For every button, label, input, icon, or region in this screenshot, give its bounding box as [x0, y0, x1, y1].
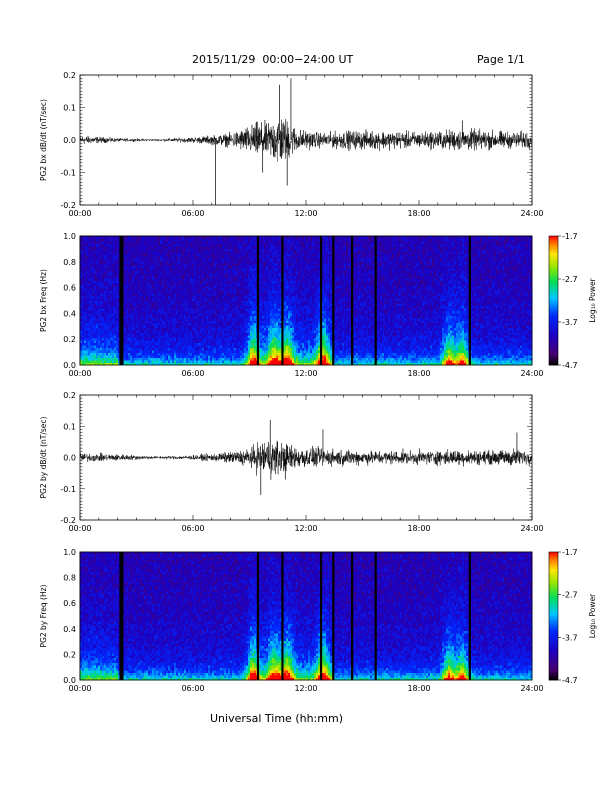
x-tick-label: 24:00 — [520, 209, 543, 218]
panel-2: 00:00 06:00 12:00 18:00 24:00 1.0 0.8 0.6 0.4 0.2… — [39, 232, 597, 378]
y-axis-title: PG2 bx dB/dt (nT/sec) — [39, 99, 48, 181]
x-tick-label: 18:00 — [407, 209, 430, 218]
y-axis-title: PG2 bx Freq (Hz) — [39, 269, 48, 332]
y-tick-label: 0.0 — [63, 136, 76, 145]
y-tick-label: 0.1 — [63, 104, 76, 113]
x-tick-label: 06:00 — [181, 369, 204, 378]
panel-1: 00:00 06:00 12:00 18:00 24:00 0.2 0.1 0.0 -0.1 -0… — [39, 71, 544, 218]
x-tick-label: 12:00 — [294, 209, 317, 218]
y-tick-label: 0.6 — [63, 284, 76, 293]
y-tick-label: 0.4 — [63, 309, 76, 318]
x-tick-label: 12:00 — [294, 369, 317, 378]
x-tick-label: 18:00 — [407, 369, 430, 378]
figure-canvas: 00:00 06:00 12:00 18:00 24:00 0.2 0.1 0.0 -0.1 -0… — [0, 0, 612, 792]
y-tick-label: 0.2 — [63, 335, 76, 344]
heatmap-cells — [80, 236, 532, 365]
x-tick-label: 06:00 — [181, 209, 204, 218]
x-tick-label: 00:00 — [68, 209, 91, 218]
y-tick-label: -0.1 — [60, 169, 76, 178]
series-trace — [80, 119, 532, 161]
x-tick-label: 00:00 — [68, 369, 91, 378]
y-tick-label: 0.8 — [63, 258, 76, 267]
y-tick-label: 1.0 — [63, 232, 76, 241]
x-tick-label: 24:00 — [520, 369, 543, 378]
y-tick-label: 0.0 — [63, 361, 76, 370]
y-tick-label: -0.2 — [60, 201, 76, 210]
y-tick-label: 0.2 — [63, 71, 76, 80]
